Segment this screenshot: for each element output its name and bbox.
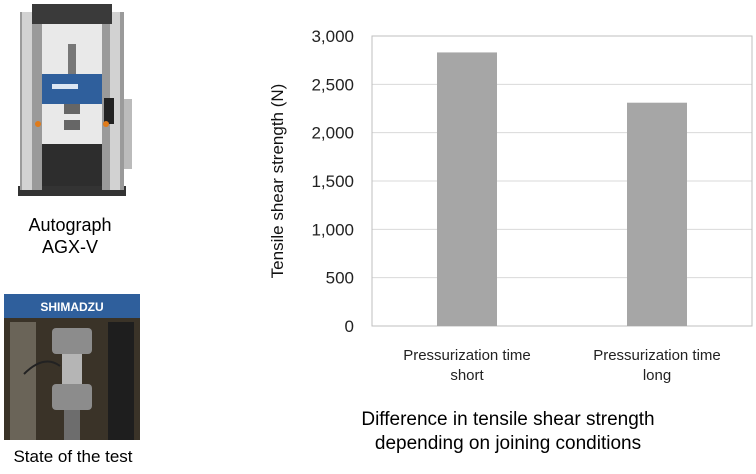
y-tick-label: 2,500 — [311, 75, 354, 94]
chart-caption-line-1: Difference in tensile shear strength — [361, 409, 655, 430]
y-tick-label: 2,000 — [311, 124, 354, 143]
machine-caption-line-2: AGX-V — [41, 237, 98, 257]
bars — [437, 52, 687, 326]
x-category-labels: Pressurization time short Pressurization t… — [403, 347, 721, 384]
y-tick-label: 1,000 — [311, 220, 354, 239]
test-caption: State of the test — [13, 447, 133, 466]
y-tick-label: 500 — [326, 269, 354, 288]
plot-frame — [371, 35, 753, 327]
machine-caption-line-1: Autograph — [28, 215, 112, 235]
x-category-label: Pressurization time — [403, 347, 531, 364]
chart-caption: Difference in tensile shear strength dep… — [300, 408, 716, 456]
y-axis-label: Tensile shear strength (N) — [268, 84, 287, 279]
y-tick-labels: 0 500 1,000 1,500 2,000 2,500 3,000 — [311, 27, 354, 336]
test-state-photo: SHIMADZU — [4, 294, 140, 440]
bar-chart: 0 500 1,000 1,500 2,000 2,500 3,000 Pressuriza… — [268, 27, 753, 384]
gridlines — [372, 83, 752, 279]
bar-2 — [627, 102, 687, 326]
x-category-label: Pressurization time — [593, 347, 721, 364]
autograph-machine-photo — [18, 4, 132, 196]
x-category-label: short — [450, 367, 484, 384]
y-tick-label: 0 — [345, 317, 354, 336]
x-category-label: long — [643, 367, 671, 384]
shimadzu-logo-text: SHIMADZU — [40, 300, 103, 314]
machine-caption: Autograph AGX-V — [10, 214, 130, 258]
y-tick-label: 1,500 — [311, 172, 354, 191]
y-tick-label: 3,000 — [311, 27, 354, 46]
chart-caption-line-2: depending on joining conditions — [374, 433, 642, 454]
bar-1 — [437, 52, 497, 326]
